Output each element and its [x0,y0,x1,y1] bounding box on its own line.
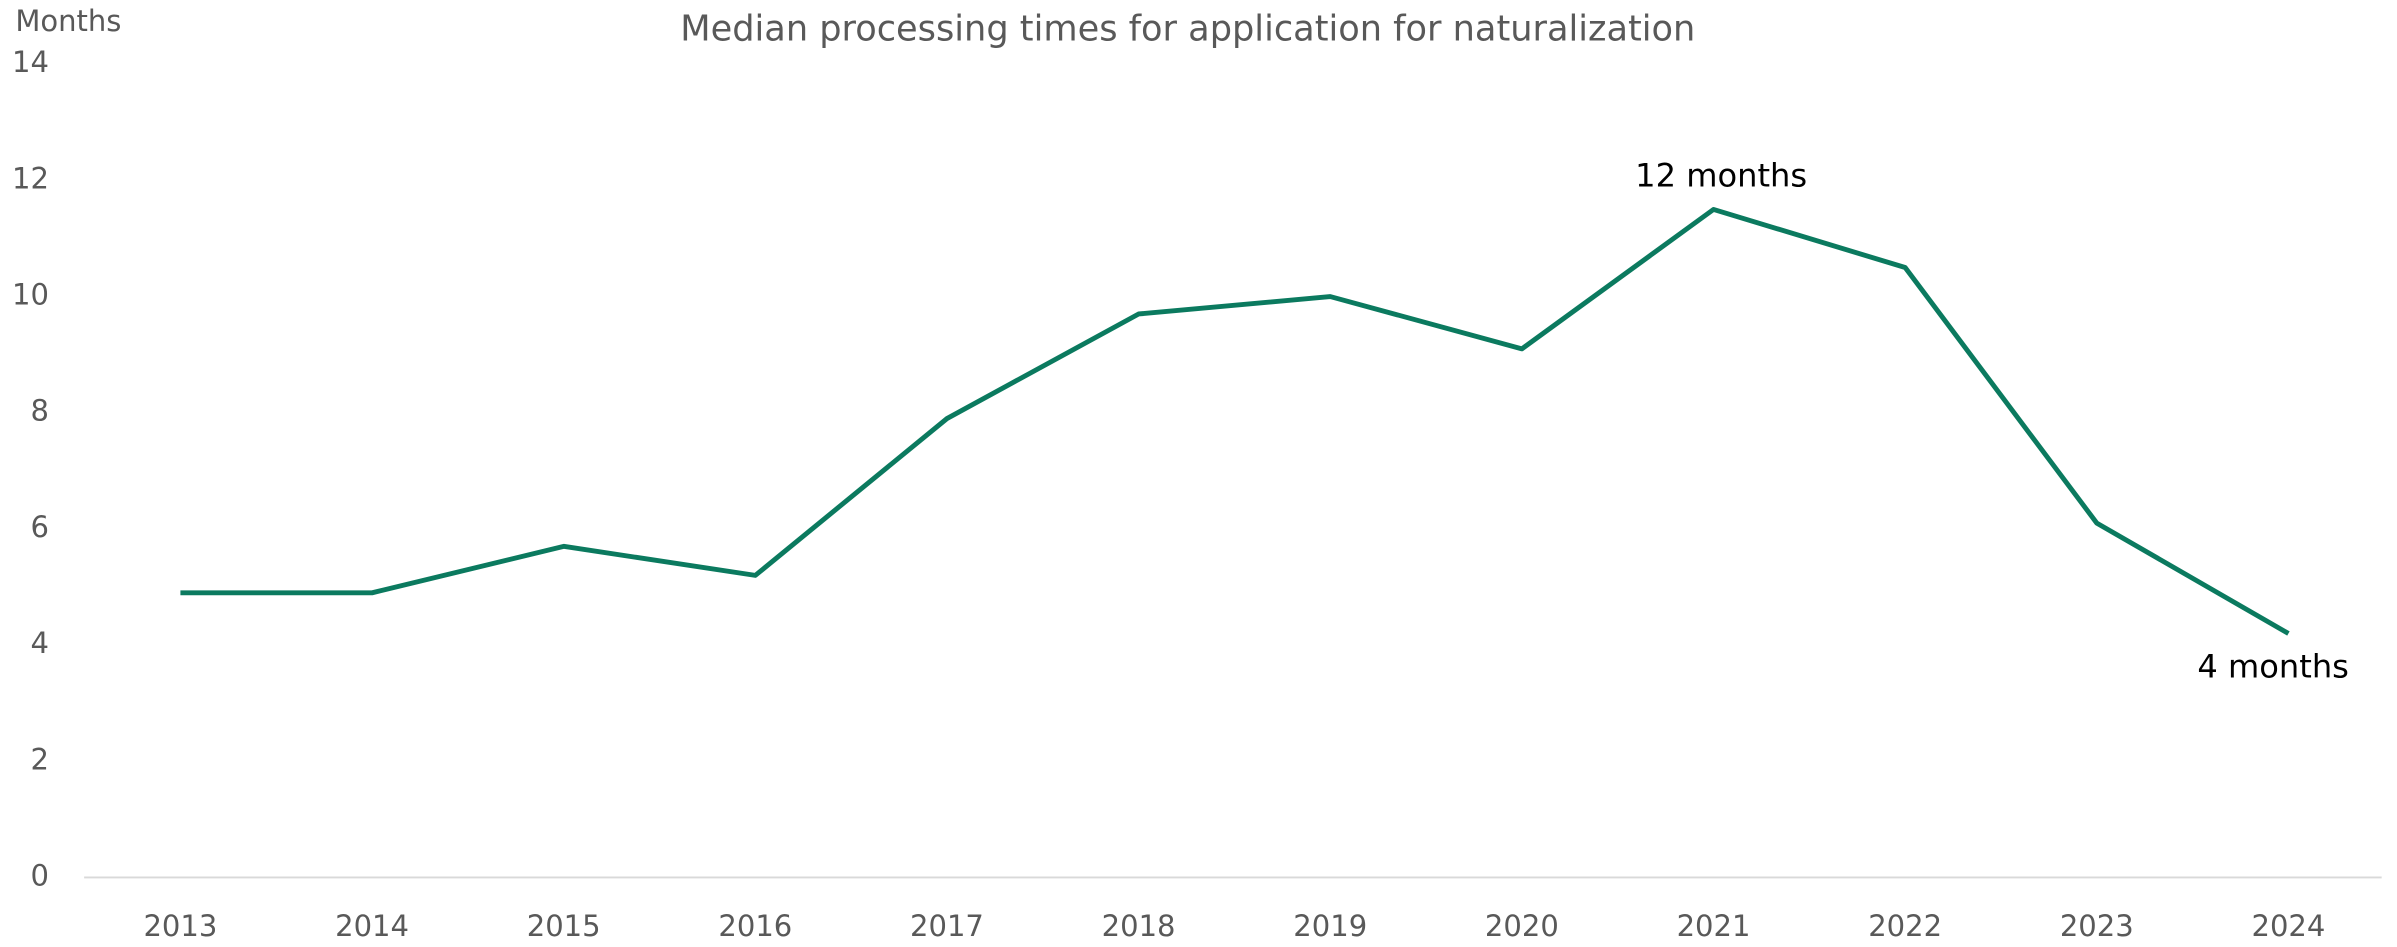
x-tick-label: 2019 [1293,909,1367,943]
y-tick-label: 8 [30,394,48,428]
x-tick-label: 2017 [910,909,984,943]
y-tick-label: 10 [12,278,49,312]
x-tick-label: 2023 [2060,909,2134,943]
y-tick-label: 14 [12,45,49,79]
data-line [180,206,2290,636]
x-tick-label: 2016 [718,909,792,943]
x-tick-label: 2022 [1868,909,1942,943]
chart-title: Median processing times for application … [680,9,1695,50]
annotation: 12 months [1635,156,1807,194]
y-tick-label: 0 [30,858,48,892]
y-axis-label: Months [15,4,121,38]
annotation: 4 months [2197,648,2349,686]
y-tick-label: 6 [30,510,48,544]
x-tick-label: 2020 [1485,909,1559,943]
x-tick-label: 2013 [143,909,217,943]
x-tick-label: 2024 [2251,909,2325,943]
y-tick-label: 12 [12,161,49,195]
y-tick-label: 4 [30,626,48,660]
x-tick-label: 2021 [1677,909,1751,943]
x-tick-label: 2018 [1102,909,1176,943]
x-tick-label: 2015 [527,909,601,943]
x-tick-label: 2014 [335,909,409,943]
y-tick-label: 2 [30,742,48,776]
